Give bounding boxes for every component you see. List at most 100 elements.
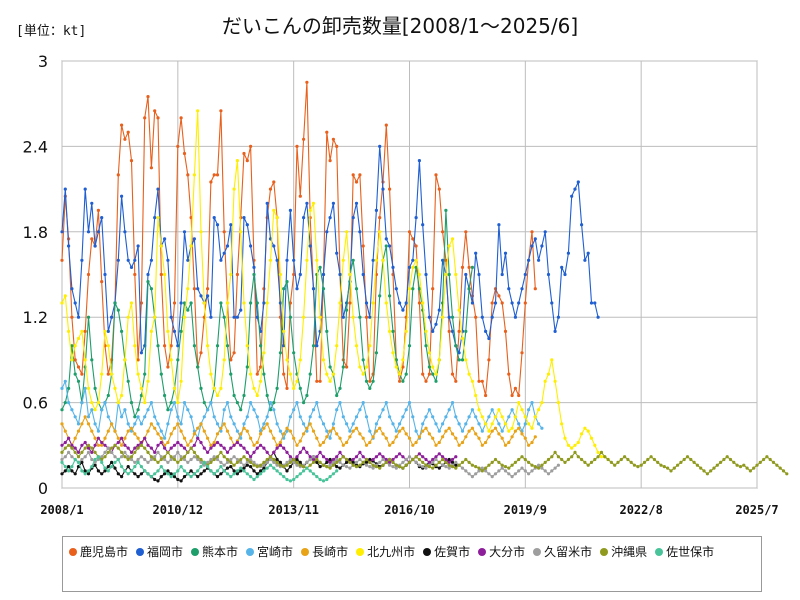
data-point (199, 351, 203, 355)
data-point (212, 443, 216, 447)
data-point (480, 315, 484, 319)
data-point (378, 415, 382, 419)
data-point (206, 287, 210, 291)
data-point (262, 301, 266, 305)
data-point (285, 477, 289, 482)
data-point (215, 393, 220, 398)
data-point (394, 287, 398, 291)
data-point (523, 457, 527, 462)
data-point (407, 287, 412, 291)
data-point (596, 455, 600, 459)
data-point (159, 244, 163, 248)
data-point (550, 301, 554, 305)
data-point (477, 436, 481, 440)
data-point (166, 472, 170, 476)
data-point (166, 258, 170, 262)
data-point (527, 472, 531, 476)
data-point (282, 372, 286, 376)
data-point (202, 401, 206, 405)
data-point (414, 216, 418, 220)
data-point (235, 401, 239, 405)
data-point (262, 463, 266, 467)
data-point (232, 463, 236, 467)
data-point (103, 466, 107, 470)
data-point (368, 386, 372, 390)
data-point (245, 415, 249, 419)
data-point (196, 475, 200, 479)
data-point (470, 475, 474, 479)
data-point (533, 237, 537, 241)
data-point (255, 301, 259, 305)
data-point (149, 166, 153, 170)
data-point (288, 479, 292, 483)
data-point (464, 469, 468, 473)
data-point (100, 472, 104, 476)
data-point (444, 415, 448, 419)
data-point (315, 258, 319, 262)
data-point (358, 457, 362, 462)
data-point (298, 460, 302, 464)
data-point (73, 344, 77, 348)
data-point (325, 457, 329, 462)
data-point (120, 393, 124, 398)
data-point (222, 358, 226, 362)
data-point (437, 452, 441, 456)
data-point (533, 435, 537, 439)
data-point (295, 457, 299, 462)
data-point (86, 272, 91, 277)
data-point (457, 443, 461, 447)
data-point (235, 457, 239, 462)
data-point (315, 460, 319, 464)
data-point (450, 432, 455, 436)
data-point (474, 251, 478, 255)
data-point (513, 429, 518, 433)
data-point (563, 272, 567, 277)
data-point (523, 469, 527, 473)
data-point (371, 466, 375, 470)
data-point (302, 432, 306, 436)
data-point (401, 455, 405, 459)
data-point (282, 432, 286, 436)
data-point (580, 223, 584, 227)
data-point (371, 258, 375, 262)
data-point (265, 422, 269, 426)
data-point (411, 443, 415, 447)
data-point (116, 258, 120, 262)
data-point (143, 116, 147, 120)
data-point (381, 408, 385, 412)
data-point (70, 465, 74, 469)
data-point (192, 173, 196, 177)
data-point (80, 329, 84, 333)
data-point (136, 244, 140, 248)
data-point (507, 440, 511, 445)
data-point (265, 450, 269, 454)
data-point (103, 329, 107, 333)
data-point (407, 436, 412, 440)
data-point (351, 315, 355, 319)
data-point (129, 455, 134, 459)
data-point (434, 379, 438, 383)
data-point (437, 358, 441, 362)
data-point (391, 460, 395, 464)
data-point (179, 455, 183, 459)
data-point (351, 429, 355, 433)
data-point (126, 315, 130, 319)
data-point (679, 460, 683, 464)
data-point (76, 455, 81, 459)
data-point (272, 450, 276, 454)
data-point (179, 329, 183, 333)
data-point (156, 422, 160, 426)
data-point (480, 466, 484, 470)
data-point (493, 301, 498, 305)
data-point (169, 344, 173, 348)
data-point (460, 429, 465, 433)
data-point (196, 469, 200, 473)
data-point (705, 472, 710, 476)
data-point (450, 460, 455, 464)
data-point (520, 432, 524, 436)
data-point (424, 272, 428, 277)
data-point (391, 422, 395, 426)
data-point (358, 365, 362, 369)
data-point (133, 460, 137, 464)
data-point (93, 244, 97, 248)
